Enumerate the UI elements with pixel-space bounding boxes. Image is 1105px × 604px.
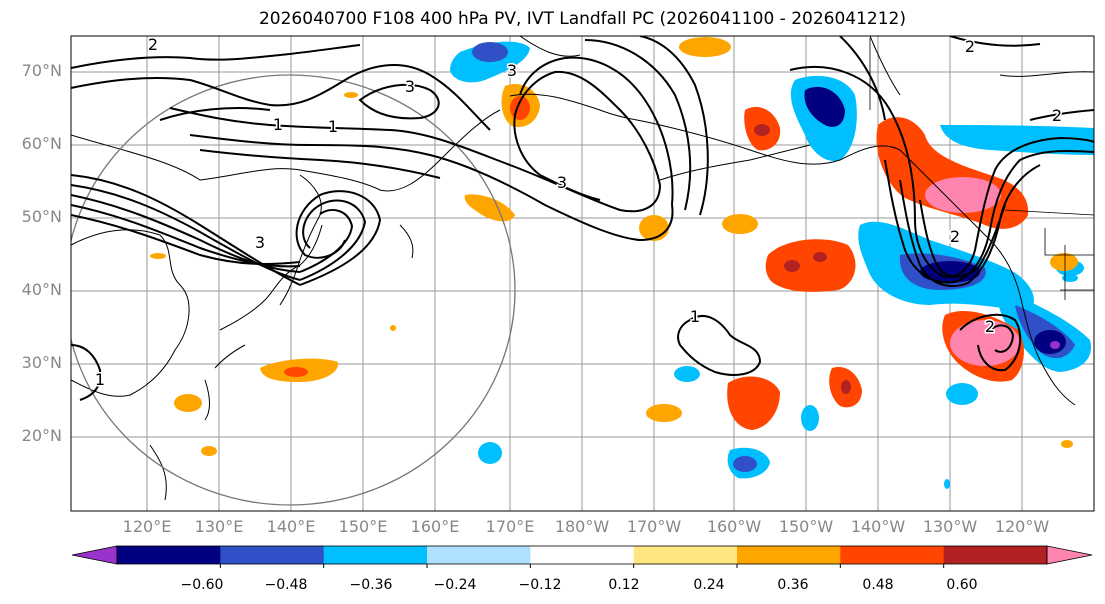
- colorbar: [71, 545, 1093, 568]
- contour-label: 1: [273, 115, 283, 134]
- contour-label: 1: [328, 117, 338, 136]
- longitude-label: 140°W: [850, 517, 906, 536]
- longitude-label: 150°W: [778, 517, 834, 536]
- pv-contours: [71, 36, 1094, 401]
- longitude-label: 160°E: [410, 517, 460, 536]
- range-circle: [71, 74, 516, 506]
- longitude-label: 120°E: [122, 517, 172, 536]
- contour-label: 3: [255, 233, 265, 252]
- colorbar-tick-label: 0.12: [608, 577, 640, 593]
- contour-label: 3: [557, 173, 567, 192]
- latitude-label: 30°N: [21, 353, 62, 372]
- colorbar-tick-label: −0.48: [264, 577, 308, 593]
- colorbar-extend-max: [1046, 545, 1093, 565]
- colorbar-segment: [530, 546, 635, 564]
- contour-label: 2: [985, 317, 995, 336]
- colorbar-segment: [323, 546, 428, 564]
- map-frame: [70, 35, 1095, 512]
- colorbar-segment: [840, 546, 945, 564]
- contour-label: 2: [1052, 106, 1062, 125]
- colorbar-segment: [220, 546, 325, 564]
- contour-label: 1: [95, 370, 105, 389]
- contour-label: 2: [950, 227, 960, 246]
- coastlines: [71, 36, 1094, 501]
- longitude-label: 160°W: [706, 517, 762, 536]
- colorbar-tick-label: −0.12: [518, 577, 562, 593]
- latitude-label: 20°N: [21, 426, 62, 445]
- colorbar-segment: [737, 546, 841, 564]
- map-title: 2026040700 F108 400 hPa PV, IVT Landfall…: [258, 9, 906, 29]
- colorbar-tick-label: 0.24: [693, 577, 725, 593]
- colorbar-segment: [943, 546, 1048, 564]
- colorbar-tick-label: −0.24: [433, 577, 477, 593]
- colorbar-tick-label: 0.48: [862, 577, 894, 593]
- colorbar-tick-label: −0.60: [180, 577, 224, 593]
- contour-label: 2: [965, 37, 975, 56]
- longitude-label: 180°W: [554, 517, 610, 536]
- contour-label: 3: [405, 77, 415, 96]
- latitude-label: 40°N: [21, 280, 62, 299]
- contour-label: 2: [148, 35, 158, 54]
- colorbar-extend-min: [71, 545, 118, 565]
- colorbar-outline: [116, 545, 1048, 565]
- latitude-label: 60°N: [21, 134, 62, 153]
- latitude-label: 50°N: [21, 207, 62, 226]
- longitude-label: 170°E: [485, 517, 535, 536]
- colorbar-tick-label: −0.36: [349, 577, 393, 593]
- pv-contour-labels: 1 1 1 1 3 3 3 3 2 2 2 2 2: [93, 35, 1063, 391]
- colorbar-tick-label: 0.36: [777, 577, 809, 593]
- graticule-grid: [71, 36, 1094, 511]
- longitude-label: 150°E: [338, 517, 388, 536]
- colorbar-segment: [633, 546, 738, 564]
- contour-label: 1: [690, 307, 700, 326]
- longitude-label: 130°W: [922, 517, 978, 536]
- longitude-label: 140°E: [266, 517, 316, 536]
- contour-label: 3: [507, 61, 517, 80]
- longitude-label: 130°E: [194, 517, 244, 536]
- latitude-label: 70°N: [21, 61, 62, 80]
- colorbar-segment: [117, 546, 221, 564]
- colorbar-segment: [427, 546, 531, 564]
- longitude-label: 170°W: [626, 517, 682, 536]
- longitude-label: 120°W: [994, 517, 1050, 536]
- colorbar-tick-label: 0.60: [946, 577, 978, 593]
